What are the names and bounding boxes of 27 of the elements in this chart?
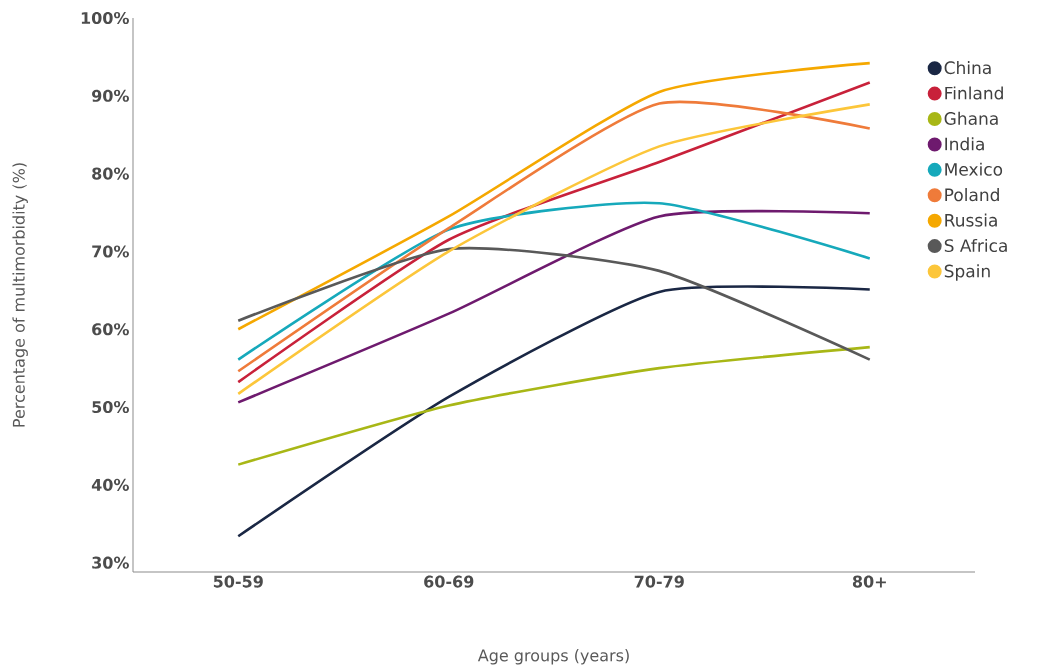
x-axis-title: Age groups (years) (477, 649, 629, 665)
y-axis-title: Percentage of multimorbidity (%) (12, 163, 28, 427)
legend-label: S Africa (944, 238, 1007, 253)
y-tick-label: 90% (92, 89, 129, 102)
y-tick-label: 50% (92, 401, 129, 414)
legend-label: Mexico (945, 162, 1003, 176)
y-tick-label: 40% (91, 478, 129, 491)
legend-label: India (945, 137, 984, 151)
legend-label: Russia (945, 213, 997, 227)
x-tick-label: 80+ (852, 575, 886, 588)
legend-label: Finland (945, 86, 1003, 100)
y-tick-label: 80% (92, 167, 129, 180)
x-tick-label: 60-69 (424, 575, 474, 588)
line-series (236, 246, 872, 361)
x-tick-label: 50-59 (213, 575, 263, 588)
line-series (236, 201, 872, 361)
line-series (236, 345, 872, 466)
legend-label: Ghana (944, 111, 998, 125)
legend-label: Poland (945, 188, 999, 202)
x-tick-label: 70-79 (634, 575, 684, 588)
y-tick-label: 100% (81, 11, 129, 25)
legend-label: China (944, 60, 991, 75)
y-tick-label: 30% (92, 556, 129, 569)
y-tick-label: 70% (92, 245, 129, 258)
y-tick-label: 60% (92, 323, 129, 336)
legend-label: Spain (944, 264, 990, 281)
line-series (236, 61, 872, 331)
